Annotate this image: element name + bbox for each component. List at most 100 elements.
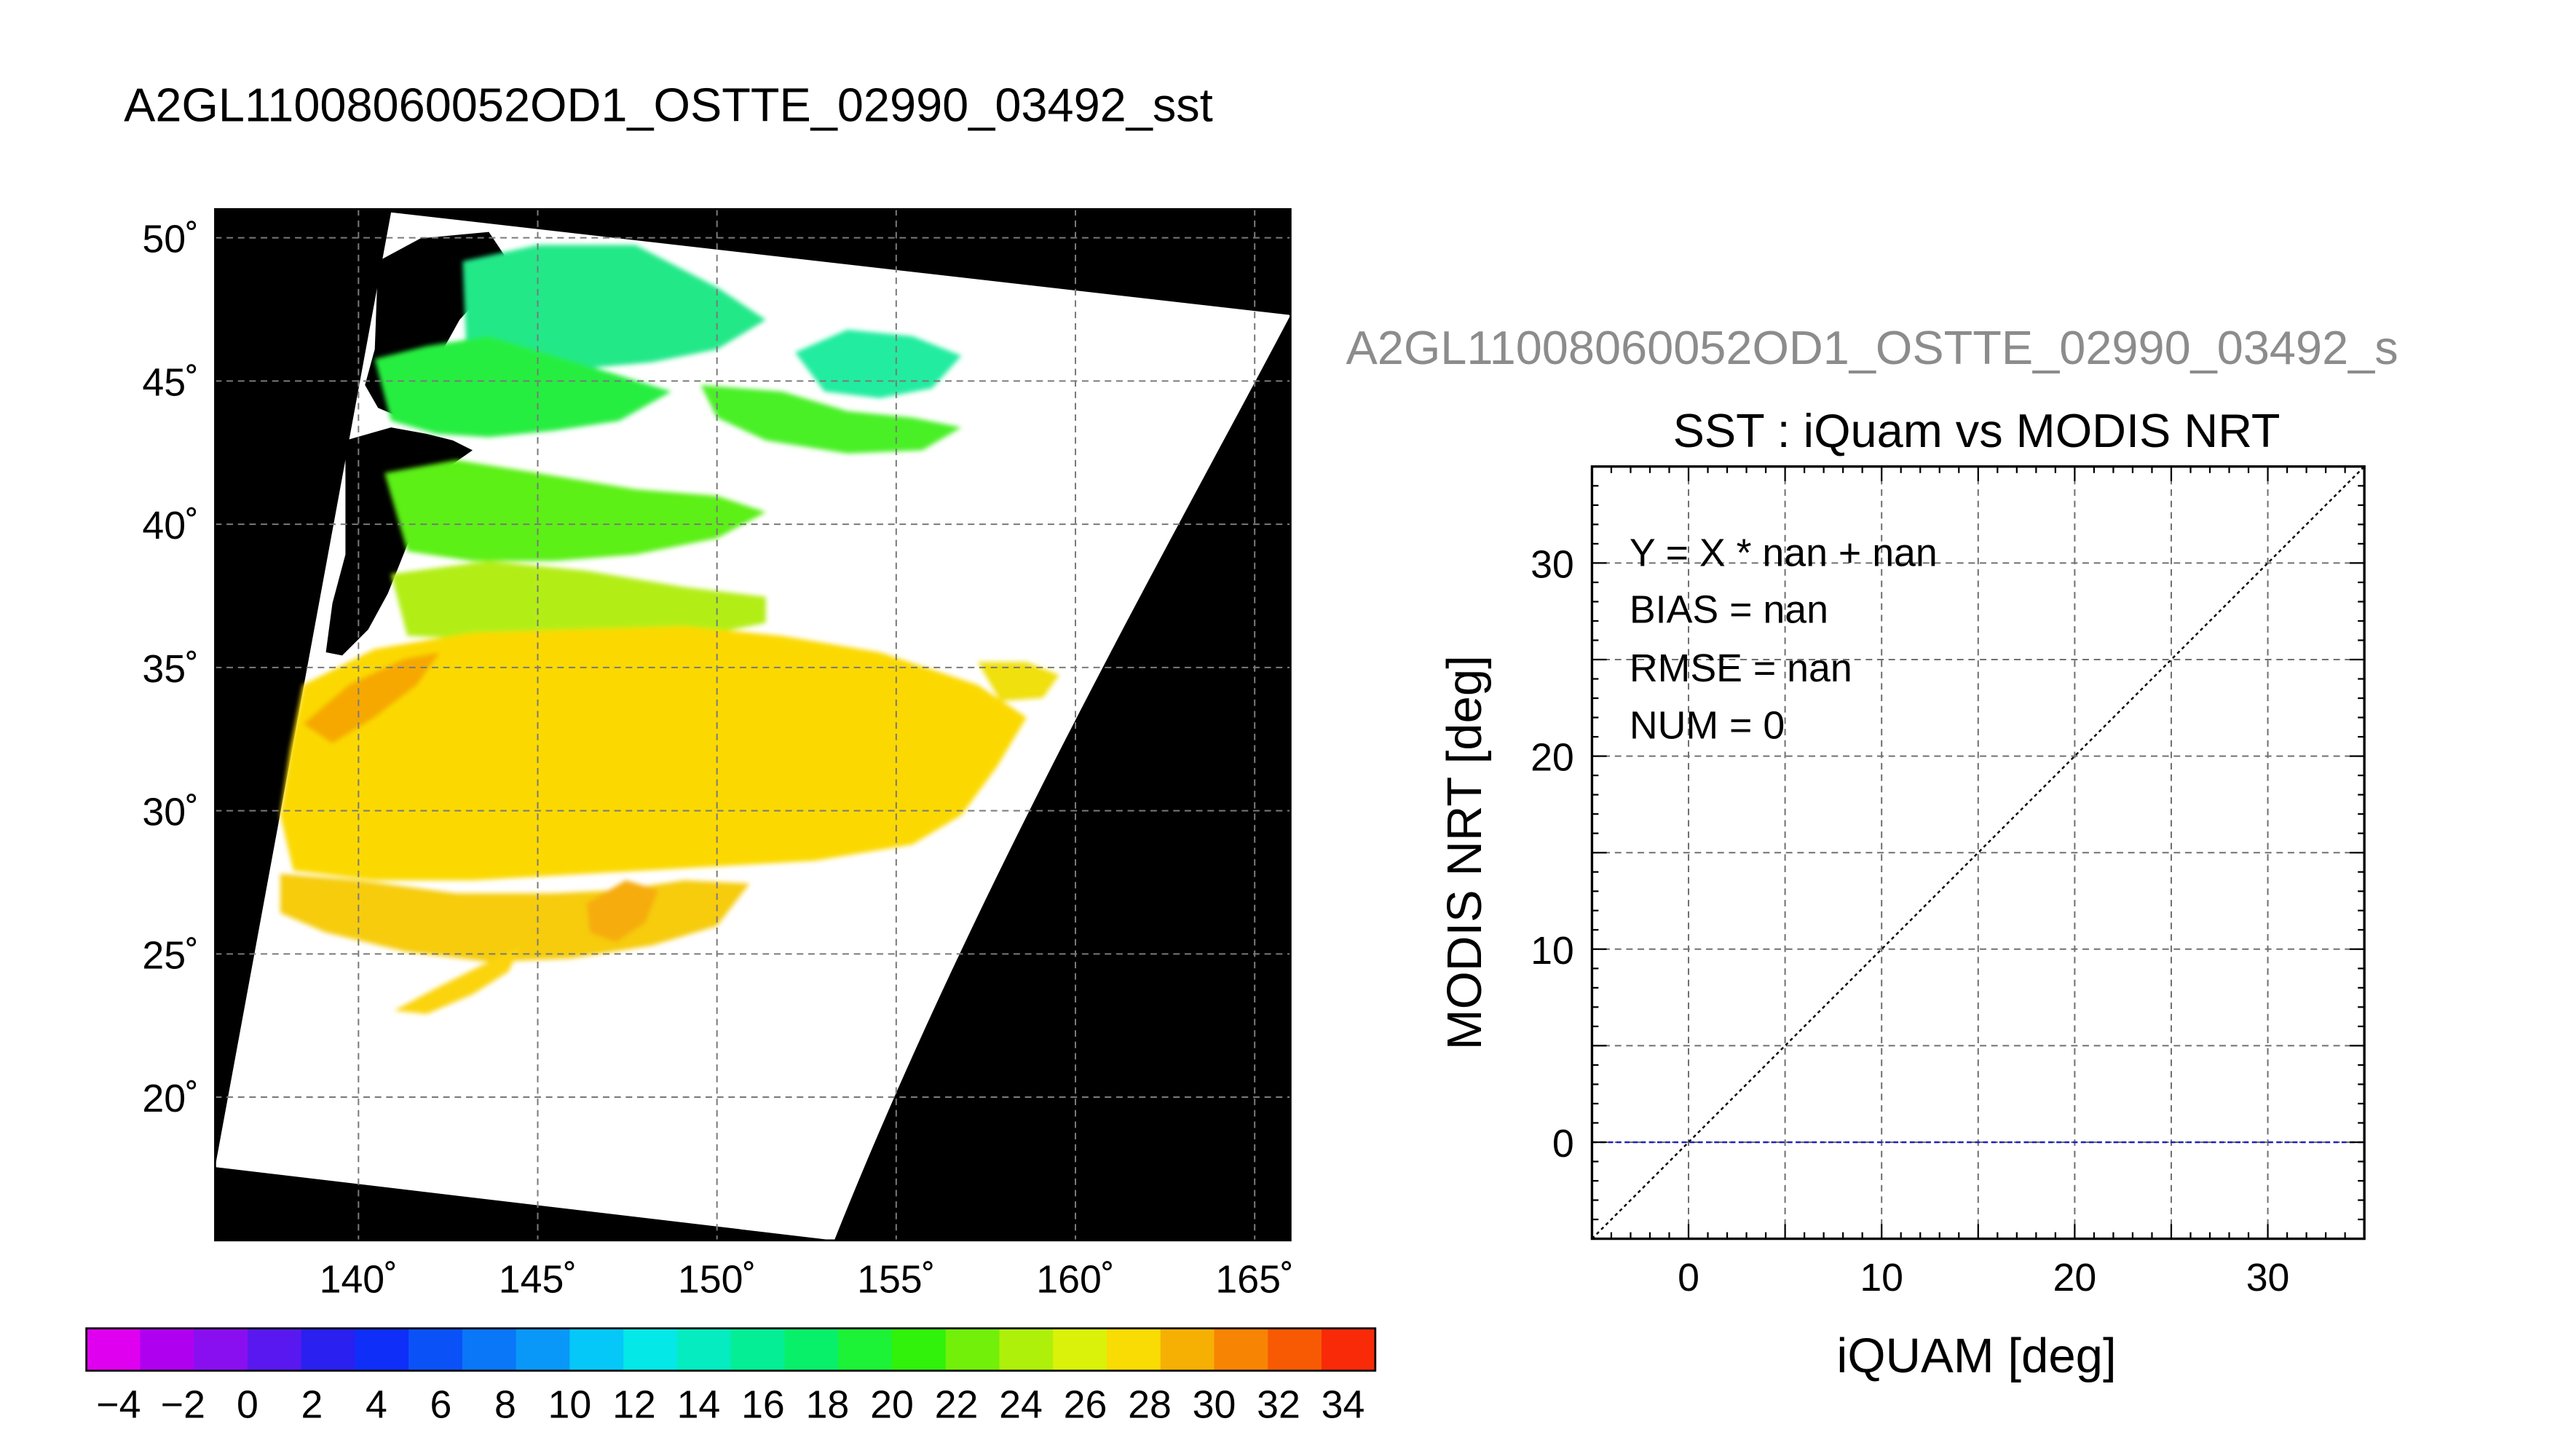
scatter-gridlines <box>1592 466 2365 1239</box>
scatter-x-tick-label: 0 <box>1678 1256 1699 1299</box>
map-y-tick-label: 40˚ <box>142 504 199 547</box>
colorbar-tick-label: 26 <box>1064 1383 1107 1427</box>
map-x-tick-label: 165˚ <box>1215 1257 1293 1301</box>
scatter-title: SST : iQuam vs MODIS NRT <box>1673 404 2280 457</box>
colorbar-swatch <box>891 1328 947 1371</box>
colorbar-swatch <box>140 1328 195 1371</box>
scatter-y-tick-label: 0 <box>1552 1122 1574 1166</box>
map-x-tick-label: 150˚ <box>678 1257 756 1301</box>
map-y-tick-label: 25˚ <box>142 933 199 977</box>
scatter-y-tick-label: 30 <box>1531 543 1574 587</box>
stats-block: Y = X * nan + nan BIAS = nan RMSE = nan … <box>1630 531 1938 747</box>
scatter-x-tick-label: 10 <box>1860 1256 1903 1299</box>
colorbar-tick-label: 18 <box>806 1383 850 1427</box>
colorbar-tick-label: 2 <box>301 1383 323 1427</box>
map-x-tick-label: 155˚ <box>857 1257 935 1301</box>
colorbar-swatch <box>247 1328 302 1371</box>
sst-patch-green-band <box>384 459 766 561</box>
sst-patch-arc <box>394 945 522 1014</box>
scatter-y-tick-labels: 0 10 20 30 <box>1531 543 1574 1166</box>
page-title: A2GL11008060052OD1_OSTTE_02990_03492_sst <box>124 78 1213 131</box>
land-honshu-north <box>325 427 473 656</box>
colorbar-swatch <box>301 1328 356 1371</box>
map-x-ticks: 140˚ 145˚ 150˚ 155˚ 160˚ 165˚ <box>320 1257 1294 1301</box>
sst-patch-yellow-tongue <box>977 662 1059 702</box>
colorbar-swatch <box>86 1328 141 1371</box>
colorbar-tick-label: 16 <box>741 1383 785 1427</box>
colorbar-swatch <box>408 1328 464 1371</box>
scatter-y-tick-label: 10 <box>1531 929 1574 973</box>
map-y-ticks: 50˚ 45˚ 40˚ 35˚ 30˚ 25˚ 20˚ <box>142 218 199 1120</box>
colorbar-swatch <box>1214 1328 1269 1371</box>
stats-rmse: RMSE = nan <box>1630 646 1852 690</box>
scatter-y-tick-label: 20 <box>1531 736 1574 780</box>
colorbar-frame <box>85 1327 1377 1372</box>
scatter-x-label: iQUAM [deg] <box>1836 1329 2116 1383</box>
colorbar-swatch <box>623 1328 679 1371</box>
colorbar-swatch <box>999 1328 1054 1371</box>
colorbar-swatch <box>730 1328 786 1371</box>
colorbar-swatch <box>676 1328 732 1371</box>
colorbar-tick-label: 24 <box>999 1383 1043 1427</box>
sst-patch-yellowgreen <box>391 561 766 643</box>
map-frame <box>214 207 1292 1242</box>
scatter-tick-marks <box>1591 465 2366 1240</box>
scatter-x-tick-label: 20 <box>2053 1256 2097 1299</box>
colorbar-swatch <box>1322 1328 1377 1371</box>
colorbar-swatches <box>86 1328 1377 1371</box>
colorbar-tick-label: 4 <box>366 1383 387 1427</box>
colorbar-tick-label: 8 <box>494 1383 516 1427</box>
colorbar-swatch <box>945 1328 1000 1371</box>
map-y-tick-label: 30˚ <box>142 791 199 834</box>
map-gridlines <box>215 209 1291 1241</box>
stats-fit: Y = X * nan + nan <box>1630 531 1938 574</box>
colorbar-tick-label: −4 <box>96 1383 141 1427</box>
map-y-tick-label: 45˚ <box>142 360 199 404</box>
map-x-tick-label: 140˚ <box>320 1257 398 1301</box>
colorbar-tick-label: 34 <box>1322 1383 1365 1427</box>
colorbar-tick-label: −2 <box>161 1383 205 1427</box>
colorbar-tick-label: 10 <box>548 1383 592 1427</box>
scatter-y-label: MODIS NRT [deg] <box>1437 655 1492 1050</box>
sst-patch-warm-main <box>280 626 1027 881</box>
colorbar-tick-label: 14 <box>677 1383 721 1427</box>
colorbar-tick-label: 0 <box>237 1383 258 1427</box>
map-x-tick-label: 145˚ <box>499 1257 577 1301</box>
map-y-tick-label: 35˚ <box>142 647 199 691</box>
colorbar-tick-labels: −4 −2 0 2 4 6 8 10 12 14 16 18 20 22 24 26 28 30 32 34 <box>96 1383 1365 1427</box>
sst-patch-north-cyan <box>462 245 766 369</box>
colorbar-swatch <box>1053 1328 1108 1371</box>
colorbar-swatch <box>838 1328 893 1371</box>
colorbar-swatch <box>784 1328 840 1371</box>
colorbar-swatch <box>1268 1328 1323 1371</box>
colorbar-tick-label: 32 <box>1257 1383 1300 1427</box>
colorbar-tick-label: 22 <box>935 1383 979 1427</box>
scatter-x-tick-label: 30 <box>2246 1256 2290 1299</box>
colorbar-swatch <box>194 1328 249 1371</box>
colorbar-tick-label: 20 <box>870 1383 914 1427</box>
colorbar-swatch <box>1160 1328 1215 1371</box>
stats-num: NUM = 0 <box>1630 704 1785 748</box>
colorbar-swatch <box>462 1328 518 1371</box>
colorbar: −4 −2 0 2 4 6 8 10 12 14 16 18 20 22 24 26 28 30 32 34 <box>85 1327 1377 1427</box>
stats-bias: BIAS = nan <box>1630 588 1828 632</box>
colorbar-swatch <box>355 1328 410 1371</box>
colorbar-tick-label: 6 <box>430 1383 451 1427</box>
scatter-file-label: A2GL11008060052OD1_OSTTE_02990_03492_s <box>1346 321 2398 374</box>
scatter-panel: A2GL11008060052OD1_OSTTE_02990_03492_s S… <box>1346 321 2398 1383</box>
colorbar-swatch <box>516 1328 571 1371</box>
colorbar-tick-label: 12 <box>612 1383 656 1427</box>
sst-patch-east-green <box>700 384 962 454</box>
map-x-tick-label: 160˚ <box>1036 1257 1114 1301</box>
sst-patch-north-green <box>374 336 672 438</box>
colorbar-tick-label: 30 <box>1193 1383 1236 1427</box>
colorbar-swatch <box>1106 1328 1162 1371</box>
map-y-tick-label: 20˚ <box>142 1077 199 1120</box>
map-y-tick-label: 50˚ <box>142 218 199 261</box>
scatter-x-tick-labels: 0 10 20 30 <box>1678 1256 2289 1299</box>
sst-patch-orange-kuroshio <box>303 652 441 744</box>
sst-patch-orange-east <box>586 880 659 943</box>
sst-map: 140˚ 145˚ 150˚ 155˚ 160˚ 165˚ 50˚ 45˚ 40˚ 35˚ 30˚… <box>142 207 1294 1301</box>
colorbar-swatch <box>569 1328 625 1371</box>
